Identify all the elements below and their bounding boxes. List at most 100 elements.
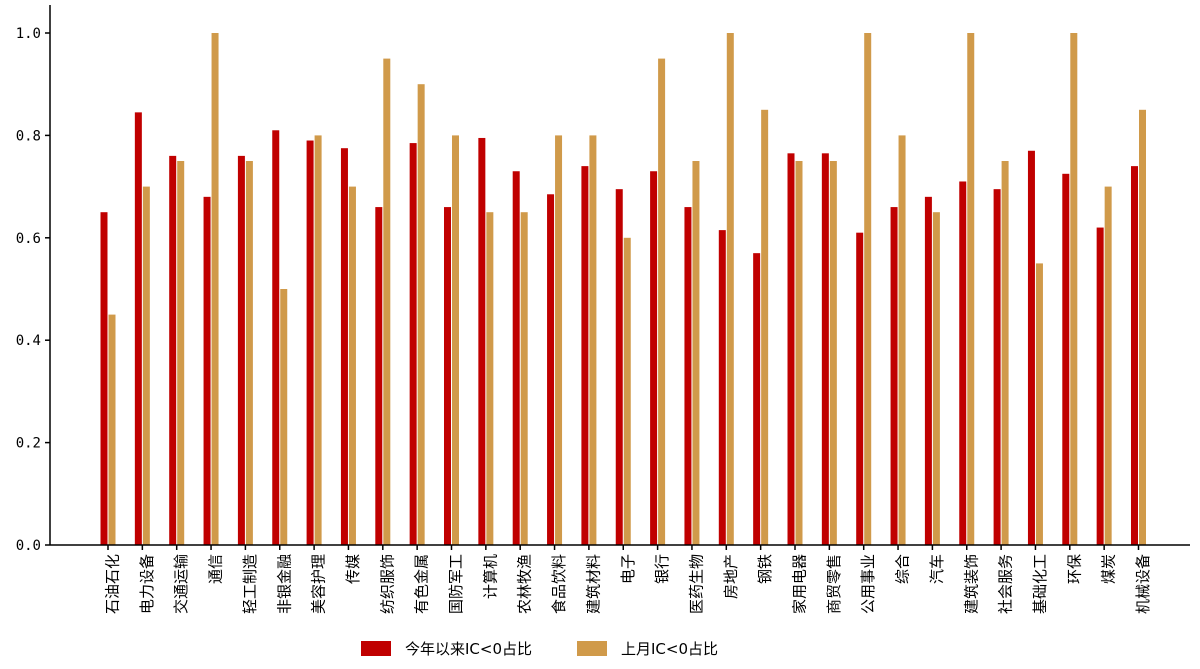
bar-ytd	[306, 140, 314, 545]
bar-ytd	[890, 207, 898, 545]
bar-ytd	[340, 148, 348, 545]
x-tick-label: 环保	[1065, 554, 1083, 584]
bar-ytd	[375, 207, 383, 545]
bar-last-month	[726, 33, 734, 545]
bar-last-month	[932, 212, 940, 545]
bar-last-month	[589, 135, 597, 545]
bar-ytd	[272, 130, 280, 545]
x-tick-label: 建筑材料	[584, 554, 602, 614]
legend-swatch-ytd	[361, 641, 391, 656]
bar-ytd	[615, 189, 623, 545]
bar-ytd	[169, 155, 177, 545]
legend: 今年以来IC<0占比 上月IC<0占比	[361, 640, 718, 658]
x-tick-label: 农林牧渔	[516, 554, 534, 614]
bar-ytd	[444, 207, 451, 545]
x-tick-label: 综合	[894, 554, 912, 584]
bar-last-month	[555, 135, 563, 545]
x-tick-label: 石油石化	[104, 554, 122, 614]
x-tick-label: 轻工制造	[241, 554, 259, 614]
x-tick-label: 电力设备	[138, 554, 156, 614]
bar-last-month	[1001, 161, 1009, 545]
x-tick-label: 汽车	[928, 554, 946, 584]
bar-ytd	[134, 112, 142, 546]
x-tick-label: 有色金属	[413, 554, 431, 614]
bar-last-month	[520, 212, 528, 545]
x-tick-label: 建筑装饰	[962, 554, 980, 614]
bar-ytd	[684, 207, 692, 545]
x-tick-label: 银行	[653, 554, 671, 584]
bar-ytd	[753, 253, 761, 545]
y-tick-label: 0.6	[16, 231, 41, 247]
bar-ytd	[478, 137, 486, 545]
x-tick-label: 商贸零售	[825, 554, 843, 614]
x-tick-label: 非银金融	[275, 554, 293, 614]
bar-ytd	[856, 232, 864, 545]
y-tick-label: 1.0	[16, 26, 41, 42]
y-axis-ticks: 0.0 0.2 0.4 0.6 0.8 1.0	[16, 26, 50, 554]
bar-last-month	[795, 161, 803, 545]
bar-last-month	[486, 212, 494, 545]
x-tick-label: 钢铁	[756, 554, 774, 584]
bar-ytd	[1096, 227, 1104, 545]
bar-ytd	[100, 212, 108, 545]
bar-ytd	[650, 171, 658, 546]
bar-ytd	[1027, 150, 1035, 545]
bar-ytd	[203, 196, 211, 545]
legend-swatch-last-month	[577, 641, 607, 656]
bar-last-month	[692, 161, 700, 545]
bar-last-month	[967, 33, 975, 545]
bar-last-month	[829, 161, 837, 545]
x-tick-label: 社会服务	[997, 554, 1015, 614]
bar-last-month	[383, 58, 391, 545]
bar-last-month	[348, 186, 356, 545]
x-tick-label: 机械设备	[1134, 554, 1152, 614]
bar-last-month	[1035, 263, 1043, 545]
x-tick-label: 房地产	[722, 554, 740, 599]
x-tick-label: 食品饮料	[550, 554, 568, 614]
x-tick-label: 公用事业	[859, 554, 877, 614]
bar-ytd	[547, 194, 555, 545]
x-tick-label: 煤炭	[1100, 554, 1118, 584]
bar-ytd	[959, 181, 967, 546]
bar-last-month	[177, 161, 185, 545]
bar-ytd	[821, 153, 829, 545]
bar-last-month	[1104, 186, 1112, 545]
legend-label-ytd: 今年以来IC<0占比	[405, 640, 532, 658]
bar-last-month	[452, 135, 459, 545]
bars-layer	[100, 33, 1146, 546]
bar-last-month	[864, 33, 872, 545]
y-tick-label: 0.2	[16, 436, 41, 452]
bar-ytd	[718, 230, 726, 545]
bar-last-month	[108, 314, 116, 545]
y-tick-label: 0.8	[16, 128, 41, 144]
bar-ytd	[993, 189, 1001, 545]
x-tick-label: 基础化工	[1031, 554, 1049, 614]
bar-last-month	[898, 135, 906, 545]
x-tick-label: 国防军工	[447, 554, 465, 614]
bar-ytd	[409, 143, 417, 545]
bar-last-month	[280, 289, 288, 545]
bar-ytd	[237, 155, 245, 545]
bar-last-month	[245, 161, 253, 545]
x-axis-labels: 石油石化 电力设备 交通运输 通信 轻工制造 非银金融 美容护理 传媒 纺织服饰 有色金属 国防军工…	[104, 545, 1152, 614]
bar-ytd	[581, 166, 589, 545]
x-tick-label: 家用电器	[791, 554, 809, 614]
bar-last-month	[623, 237, 631, 546]
bar-last-month	[211, 33, 219, 545]
bar-ytd	[924, 196, 932, 545]
x-tick-label: 传媒	[344, 554, 362, 584]
x-tick-label: 医药生物	[687, 554, 705, 614]
bar-last-month	[314, 135, 322, 545]
bar-ytd	[1131, 166, 1138, 545]
bar-last-month	[142, 186, 150, 545]
x-tick-label: 通信	[207, 554, 225, 584]
bar-last-month	[1070, 33, 1078, 545]
y-tick-label: 0.0	[16, 538, 41, 554]
x-tick-label: 美容护理	[310, 554, 328, 614]
legend-label-last-month: 上月IC<0占比	[621, 640, 718, 658]
bar-last-month	[658, 58, 666, 545]
bar-ytd	[512, 171, 520, 546]
x-tick-label: 交通运输	[172, 554, 190, 614]
bar-last-month	[417, 84, 425, 545]
